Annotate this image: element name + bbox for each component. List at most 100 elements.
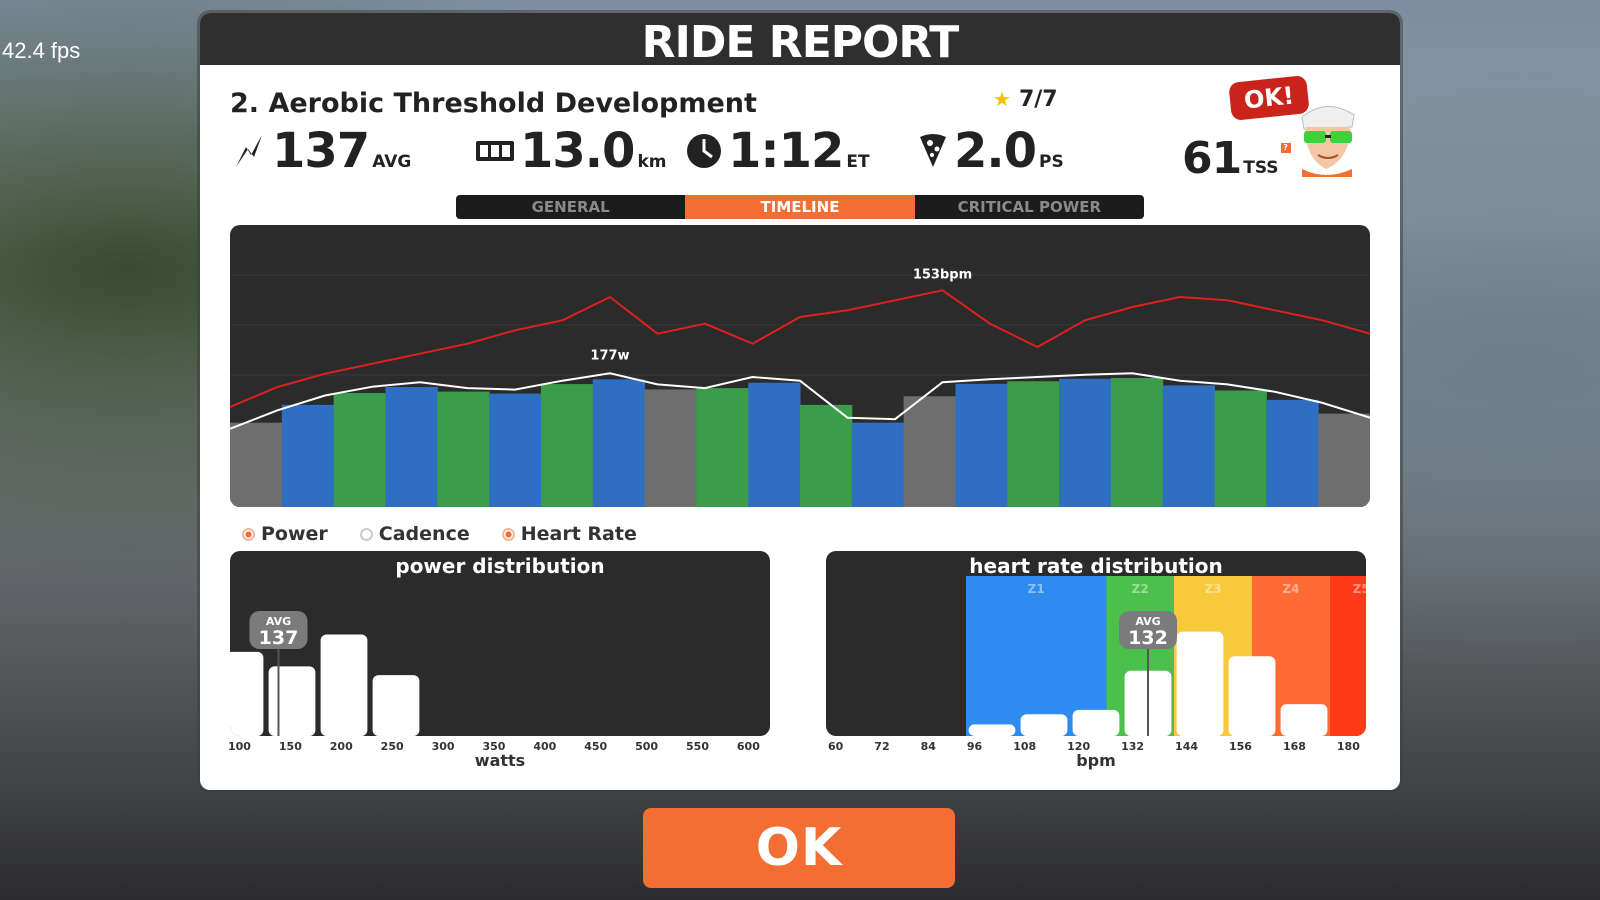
avg-power-unit: AVG [372,152,412,172]
axis-tick-label: 132 [1121,740,1145,753]
power-distribution-title: power distribution [395,554,605,578]
axis-tick-label: 108 [1013,740,1037,753]
tab-general[interactable]: GENERAL [531,198,610,216]
timeline-zone-bar [281,404,335,507]
distribution-bar [1176,631,1224,736]
avg-badge [249,611,308,649]
power-series-line [230,372,1370,430]
distance-stat: 13.0 km [476,123,666,179]
axis-tick-label: 60 [828,740,844,753]
distribution-bar [230,651,264,736]
axis-tick-label: 500 [635,740,659,753]
distribution-bar [1020,714,1068,736]
hr-axis-label: bpm [1076,751,1116,770]
timeline-zone-bar [1059,378,1112,507]
pizza-unit: PS [1039,152,1064,172]
legend-cadence[interactable]: Cadence [359,523,470,545]
avg-badge-value: 132 [1128,627,1168,649]
cadence-radio-icon[interactable] [359,527,373,541]
avg-badge-label: AVG [1135,615,1160,628]
ride-report-panel: RIDE REPORT 2. Aerobic Threshold Develop… [200,13,1400,790]
hr-zone-label: Z2 [1132,582,1149,596]
power-radio-icon[interactable] [242,527,255,541]
time-stat: 1:12 ET [686,123,870,179]
odometer-icon [476,141,514,161]
timeline-zone-bar [230,422,283,507]
timeline-zone-bar [1110,378,1164,507]
pizza-slice-icon [920,134,946,167]
timeline-zone-bar [333,393,386,507]
star-icon: ★ [993,87,1011,111]
axis-tick-label: 600 [736,740,760,753]
star-rating: ★ 7/7 [993,87,1058,112]
time-value: 1:12 [728,123,844,179]
distribution-bar [372,675,420,736]
power-peak-label: 177w [590,348,629,363]
axis-tick-label: 168 [1282,740,1306,753]
legend-power[interactable]: Power [242,523,328,545]
hr-zone-z5 [1330,576,1366,736]
avg-power-stat: 137 AVG [232,123,411,179]
heart-rate-radio-icon[interactable] [501,527,515,541]
timeline-zone-bar [489,393,542,507]
distribution-bar [968,724,1016,736]
timeline-zone-bar [1007,381,1060,507]
timeline-zone-bar [955,383,1008,507]
pizza-value: 2.0 [954,123,1037,179]
chart-legend: Power Cadence Heart Rate [242,523,637,545]
timeline-zone-bar [1266,399,1319,507]
axis-tick-label: 300 [431,740,455,753]
tss-value: 61 [1182,133,1242,184]
axis-tick-label: 180 [1336,740,1360,753]
axis-tick-label: 72 [874,740,890,753]
axis-tick-label: 450 [584,740,608,753]
hr-axis-ticks: 60 72 84 96 108 120 132 144 156 168 180 [828,740,1360,753]
legend-cadence-label: Cadence [378,523,470,545]
tab-critical-power[interactable]: CRITICAL POWER [957,198,1102,216]
timeline-chart-svg: 153bpm 177w [230,267,1370,507]
tab-timeline[interactable]: TIMELINE [685,195,915,219]
ride-report-title: RIDE REPORT [200,13,1400,68]
axis-tick-label: 84 [920,740,936,753]
power-distribution-chart: power distribution AVG 137 [230,551,770,736]
tss-info-icon[interactable]: ? [1280,143,1291,153]
legend-heart-rate[interactable]: Heart Rate [501,523,637,545]
timeline-zone-bar [437,391,490,507]
axis-tick-label: 250 [380,740,404,753]
timeline-zone-bar [1162,385,1216,507]
timeline-zone-bar [592,379,646,507]
distribution-bar [1072,709,1120,736]
avg-power-value: 137 [272,123,370,179]
timeline-zone-bar [1214,390,1267,507]
timeline-zone-bar [800,404,853,507]
hr-zone-label: Z5 [1353,582,1366,596]
coach-avatar-icon [1301,106,1355,177]
avg-badge-label: AVG [266,615,291,628]
timeline-zone-bar [644,389,697,507]
hr-zone-label: Z3 [1204,582,1221,596]
ok-button[interactable]: OK [643,808,955,888]
axis-tick-label: 550 [686,740,709,753]
axis-tick-label: 120 [1067,740,1091,753]
clock-icon [687,134,721,168]
hr-zone-z1 [966,576,1107,736]
legend-heart-rate-label: Heart Rate [520,523,637,545]
star-count: 7/7 [1018,87,1058,112]
report-tabs: GENERAL TIMELINE CRITICAL POWER [456,195,1144,219]
timeline-zone-bar [903,396,956,507]
hr-zone-label: Z4 [1282,582,1299,596]
workout-name: 2. Aerobic Threshold Development [230,88,757,119]
fps-counter: 42.4 fps [2,38,81,63]
power-axis-label: watts [474,751,526,770]
axis-tick-label: 156 [1229,740,1252,753]
axis-tick-label: 150 [278,740,302,753]
hr-peak-label: 153bpm [913,267,972,282]
axis-tick-label: 200 [329,740,353,753]
avg-badge-value: 137 [259,627,299,649]
heart-rate-distribution-title: heart rate distribution [969,554,1223,578]
timeline-zone-bar [540,384,594,507]
time-unit: ET [846,152,870,172]
timeline-chart: 153bpm 177w [230,225,1370,507]
